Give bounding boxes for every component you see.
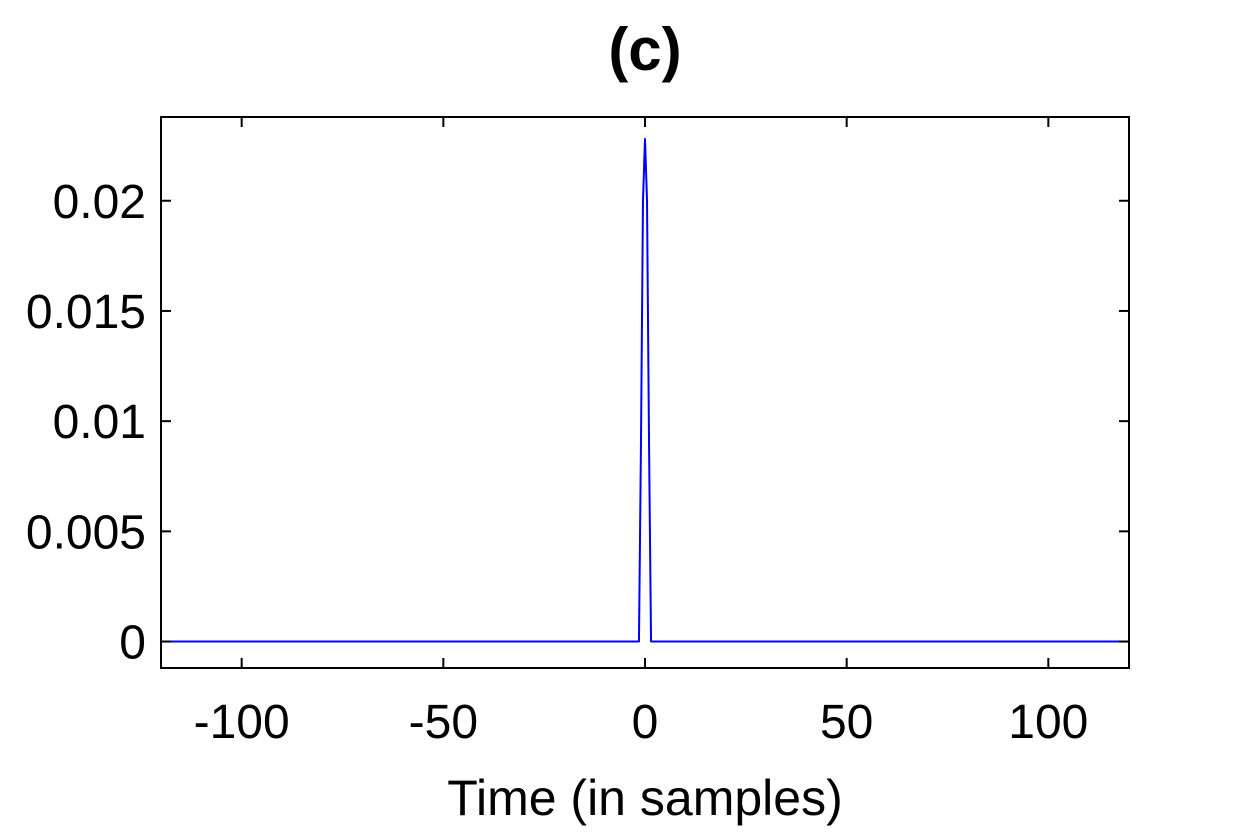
y-tick-label: 0.005 <box>26 506 146 559</box>
x-axis-label: Time (in samples) <box>447 770 842 826</box>
x-tick-label: 50 <box>820 696 873 749</box>
y-tick-label: 0.02 <box>53 176 146 229</box>
y-tick-label: 0 <box>119 617 146 670</box>
y-tick-label: 0.015 <box>26 286 146 339</box>
chart-title: (c) <box>608 16 681 83</box>
axis-ticks: -100 -50 0 50 100 0 0.005 0.01 0.015 0.02 <box>26 117 1129 749</box>
x-tick-label: 0 <box>632 696 659 749</box>
x-tick-label: -50 <box>409 696 478 749</box>
plot-area <box>161 138 1129 643</box>
x-tick-label: -100 <box>194 696 290 749</box>
axes-frame <box>160 116 1130 669</box>
y-tick-label: 0.01 <box>53 396 146 449</box>
x-tick-label: 100 <box>1008 696 1088 749</box>
series-line <box>161 138 1129 643</box>
